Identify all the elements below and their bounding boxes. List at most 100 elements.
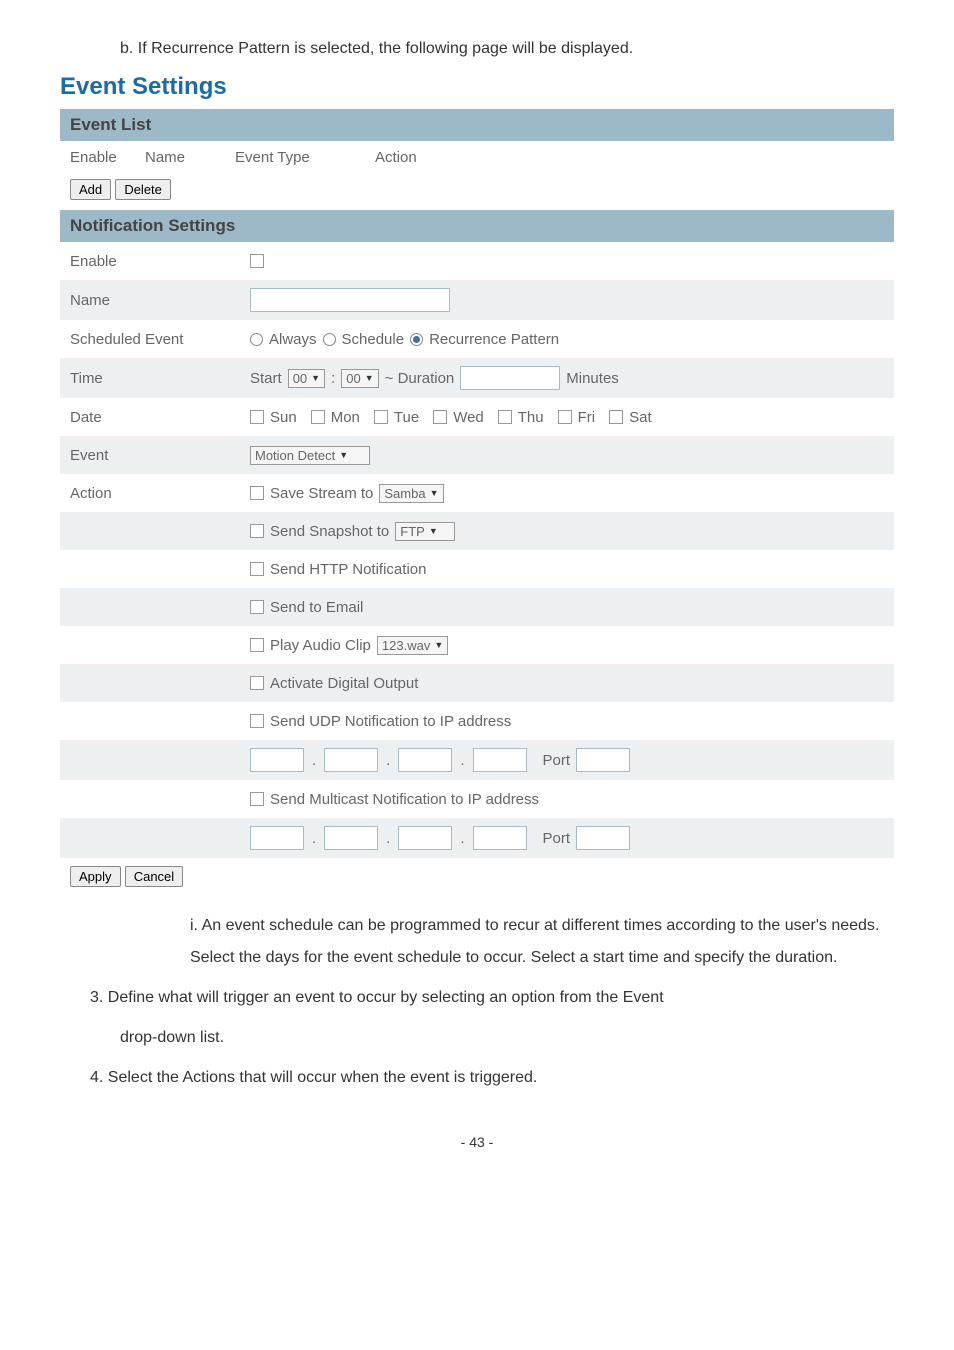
mc-ip-2[interactable] — [324, 826, 378, 850]
mc-ip-4[interactable] — [473, 826, 527, 850]
radio-always[interactable] — [250, 333, 263, 346]
event-select[interactable]: Motion Detect — [250, 446, 370, 465]
time-start: Start — [250, 370, 282, 387]
udp-ip-1[interactable] — [250, 748, 304, 772]
day-label-fri: Fri — [578, 409, 596, 426]
udp-port-input[interactable] — [576, 748, 630, 772]
radio-schedule[interactable] — [323, 333, 336, 346]
apply-cancel-row: Apply Cancel — [60, 858, 894, 895]
radio-recurrence[interactable] — [410, 333, 423, 346]
row-digital: Activate Digital Output — [60, 664, 894, 702]
row-date: Date SunMonTueWedThuFriSat — [60, 398, 894, 436]
name-label: Name — [70, 292, 250, 309]
day-checkbox-fri[interactable] — [558, 410, 572, 424]
intro-text: b. If Recurrence Pattern is selected, th… — [60, 40, 894, 58]
play-audio-checkbox[interactable] — [250, 638, 264, 652]
play-audio-text: Play Audio Clip — [270, 637, 371, 654]
send-http-text: Send HTTP Notification — [270, 561, 426, 578]
mc-port-input[interactable] — [576, 826, 630, 850]
day-checkbox-thu[interactable] — [498, 410, 512, 424]
delete-button[interactable]: Delete — [115, 179, 171, 200]
udp-ip-2[interactable] — [324, 748, 378, 772]
udp-ip-3[interactable] — [398, 748, 452, 772]
row-multicast: Send Multicast Notification to IP addres… — [60, 780, 894, 818]
send-snapshot-select[interactable]: FTP — [395, 522, 455, 541]
send-snapshot-checkbox[interactable] — [250, 524, 264, 538]
activate-digital-checkbox[interactable] — [250, 676, 264, 690]
send-email-text: Send to Email — [270, 599, 363, 616]
cancel-button[interactable]: Cancel — [125, 866, 183, 887]
mc-ip-1[interactable] — [250, 826, 304, 850]
row-scheduled: Scheduled Event Always Schedule Recurren… — [60, 320, 894, 358]
event-list-header: Event List — [60, 109, 894, 141]
save-stream-select[interactable]: Samba — [379, 484, 443, 503]
mc-port-label: Port — [543, 830, 571, 847]
send-http-checkbox[interactable] — [250, 562, 264, 576]
apply-button[interactable]: Apply — [70, 866, 121, 887]
page-heading: Event Settings — [60, 73, 894, 101]
play-audio-select[interactable]: 123.wav — [377, 636, 448, 655]
notification-header: Notification Settings — [60, 210, 894, 242]
scheduled-label: Scheduled Event — [70, 331, 250, 348]
action-label: Action — [70, 485, 250, 502]
name-input[interactable] — [250, 288, 450, 312]
day-checkbox-sat[interactable] — [609, 410, 623, 424]
row-snapshot: Send Snapshot to FTP — [60, 512, 894, 550]
row-udp: Send UDP Notification to IP address — [60, 702, 894, 740]
event-list-columns: Enable Name Event Type Action — [60, 141, 894, 174]
event-label: Event — [70, 447, 250, 464]
day-label-tue: Tue — [394, 409, 419, 426]
row-action-save: Action Save Stream to Samba — [60, 474, 894, 512]
enable-label: Enable — [70, 253, 250, 270]
item3-body: drop-down list. — [60, 1022, 894, 1054]
row-time: Time Start 00 : 00 ~ Duration Minutes — [60, 358, 894, 398]
row-http: Send HTTP Notification — [60, 550, 894, 588]
send-multicast-text: Send Multicast Notification to IP addres… — [270, 791, 539, 808]
row-audio: Play Audio Clip 123.wav — [60, 626, 894, 664]
day-label-sun: Sun — [270, 409, 297, 426]
udp-ip-4[interactable] — [473, 748, 527, 772]
day-checkbox-wed[interactable] — [433, 410, 447, 424]
time-minutes: Minutes — [566, 370, 619, 387]
col-type: Event Type — [235, 149, 375, 166]
activate-digital-text: Activate Digital Output — [270, 675, 418, 692]
row-event: Event Motion Detect — [60, 436, 894, 474]
dot: . — [386, 830, 390, 847]
send-snapshot-text: Send Snapshot to — [270, 523, 389, 540]
duration-input[interactable] — [460, 366, 560, 390]
col-action: Action — [375, 149, 884, 166]
dot: . — [312, 752, 316, 769]
after-i: i. An event schedule can be programmed t… — [60, 910, 894, 974]
save-stream-checkbox[interactable] — [250, 486, 264, 500]
col-name: Name — [145, 149, 235, 166]
day-checkbox-mon[interactable] — [311, 410, 325, 424]
dot: . — [460, 830, 464, 847]
add-button[interactable]: Add — [70, 179, 111, 200]
send-udp-checkbox[interactable] — [250, 714, 264, 728]
day-label-mon: Mon — [331, 409, 360, 426]
day-checkbox-tue[interactable] — [374, 410, 388, 424]
opt-schedule: Schedule — [342, 331, 405, 348]
row-name: Name — [60, 280, 894, 320]
row-enable: Enable — [60, 242, 894, 280]
time-mm-select[interactable]: 00 — [341, 369, 378, 388]
time-label: Time — [70, 370, 250, 387]
col-enable: Enable — [70, 149, 145, 166]
dot: . — [386, 752, 390, 769]
opt-recurrence: Recurrence Pattern — [429, 331, 559, 348]
item3-head: 3. Define what will trigger an event to … — [60, 982, 894, 1014]
send-email-checkbox[interactable] — [250, 600, 264, 614]
mc-ip-3[interactable] — [398, 826, 452, 850]
row-email: Send to Email — [60, 588, 894, 626]
time-hh-select[interactable]: 00 — [288, 369, 325, 388]
save-stream-text: Save Stream to — [270, 485, 373, 502]
day-label-thu: Thu — [518, 409, 544, 426]
enable-checkbox[interactable] — [250, 254, 264, 268]
day-checkbox-sun[interactable] — [250, 410, 264, 424]
date-label: Date — [70, 409, 250, 426]
send-multicast-checkbox[interactable] — [250, 792, 264, 806]
udp-port-label: Port — [543, 752, 571, 769]
send-udp-text: Send UDP Notification to IP address — [270, 713, 511, 730]
row-udp-ip: . . . Port — [60, 740, 894, 780]
time-duration: ~ Duration — [385, 370, 455, 387]
